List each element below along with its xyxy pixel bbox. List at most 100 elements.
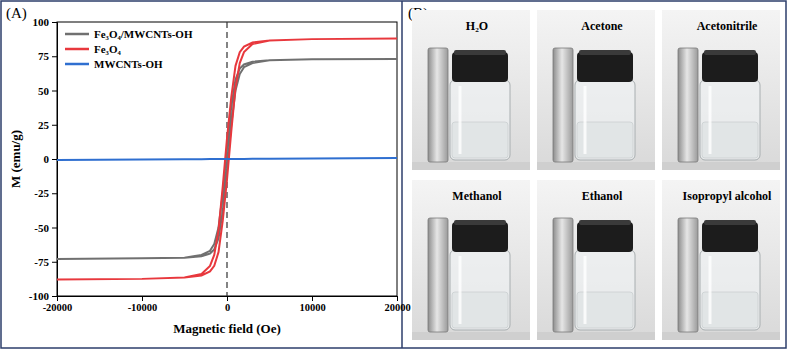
series-line xyxy=(57,158,397,160)
vial-cap-top xyxy=(704,50,756,55)
y-tick-mark xyxy=(52,125,57,126)
y-tick: 50 xyxy=(38,85,57,97)
x-tick-label: 20000 xyxy=(384,302,410,313)
vial xyxy=(575,80,635,160)
photo-background xyxy=(537,10,655,170)
vial-cap xyxy=(702,52,758,82)
y-tick: -50 xyxy=(34,222,57,234)
vial xyxy=(575,250,635,330)
vial-cap-top xyxy=(704,220,756,225)
vial-cap xyxy=(452,52,508,82)
magnet xyxy=(553,48,573,162)
photo-background xyxy=(662,180,780,340)
photo: Acetonitrile xyxy=(662,10,780,170)
x-tick-label: 10000 xyxy=(299,302,325,313)
vial-highlight xyxy=(459,256,462,324)
legend-swatch xyxy=(65,48,89,51)
magnet xyxy=(428,218,448,332)
magnet xyxy=(678,48,698,162)
y-tick-label: -25 xyxy=(34,187,49,199)
x-tick-mark xyxy=(397,296,398,301)
vial-highlight xyxy=(709,256,712,324)
y-tick-mark xyxy=(52,296,57,297)
vial-cap xyxy=(452,222,508,252)
legend-label: MWCNTs-OH xyxy=(94,58,163,70)
y-tick-mark xyxy=(52,91,57,92)
y-tick-label: 50 xyxy=(38,85,50,97)
x-tick-label: -20000 xyxy=(43,302,73,313)
vial xyxy=(450,250,510,330)
y-tick-mark xyxy=(52,228,57,229)
photo-surface xyxy=(412,332,530,340)
x-tick-mark xyxy=(142,296,143,301)
y-tick-label: 0 xyxy=(44,153,50,165)
photo: Ethanol xyxy=(537,180,655,340)
panel-divider xyxy=(401,1,403,348)
vial xyxy=(700,80,760,160)
y-tick: 100 xyxy=(33,16,58,28)
y-tick-mark xyxy=(52,193,57,194)
photo-label: Isopropyl alcohol xyxy=(683,189,772,203)
y-tick-label: -50 xyxy=(34,222,49,234)
photo-surface xyxy=(537,162,655,170)
series-line xyxy=(57,38,397,279)
y-tick-label: 25 xyxy=(38,119,50,131)
x-tick-mark xyxy=(312,296,313,301)
photo: Isopropyl alcohol xyxy=(662,180,780,340)
legend-item: MWCNTs-OH xyxy=(65,58,163,70)
y-tick: 25 xyxy=(38,119,57,131)
vial-highlight xyxy=(584,86,587,154)
photo-surface xyxy=(412,162,530,170)
vial-cap-top xyxy=(579,50,631,55)
photo-background xyxy=(662,10,780,170)
y-tick-label: -75 xyxy=(34,256,49,268)
y-tick: -75 xyxy=(34,256,57,268)
plot-frame xyxy=(57,22,397,296)
vial-cap xyxy=(577,222,633,252)
x-tick: 20000 xyxy=(384,296,410,313)
x-axis-line xyxy=(58,297,398,302)
y-tick: 0 xyxy=(44,153,58,165)
vial-cap xyxy=(702,222,758,252)
vial-highlight xyxy=(584,256,587,324)
y-tick-label: 100 xyxy=(33,16,50,28)
photo-label: H₂O xyxy=(466,19,488,33)
photo-label: Acetonitrile xyxy=(697,19,758,33)
photo-label: Methanol xyxy=(452,189,502,203)
vial-cap xyxy=(577,52,633,82)
x-tick: 0 xyxy=(225,296,230,313)
legend-item: Fe₃O₄ xyxy=(65,43,121,55)
legend-item: Fe₃O₄/MWCNTs-OH xyxy=(65,28,193,40)
x-tick-mark xyxy=(227,296,228,301)
y-tick-mark xyxy=(52,22,57,23)
magnet xyxy=(553,218,573,332)
legend-swatch xyxy=(65,63,89,66)
photo-surface xyxy=(662,162,780,170)
vial-cap-top xyxy=(454,220,506,225)
y-axis: -100-75-50-250255075100 xyxy=(29,16,58,302)
vial xyxy=(450,80,510,160)
y-tick: 75 xyxy=(38,50,57,62)
legend-label: Fe₃O₄ xyxy=(94,43,121,55)
plot-area xyxy=(57,22,397,296)
series-line xyxy=(57,59,397,259)
x-axis: -20000 -10000 0 10000 20000 xyxy=(43,296,411,313)
y-tick-mark xyxy=(52,262,57,263)
magnet xyxy=(428,48,448,162)
legend-swatch xyxy=(65,33,89,36)
panel-title: (A) xyxy=(6,5,27,22)
photo: Methanol xyxy=(412,180,530,340)
photo-surface xyxy=(537,332,655,340)
x-tick: -10000 xyxy=(128,296,158,313)
vial-cap-top xyxy=(454,50,506,55)
photo: Acetone xyxy=(537,10,655,170)
photo-surface xyxy=(662,332,780,340)
y-axis-title: M (emu/g) xyxy=(8,130,23,188)
vial xyxy=(700,250,760,330)
y-tick: -25 xyxy=(34,187,57,199)
photo-background xyxy=(412,180,530,340)
x-tick: 10000 xyxy=(299,296,325,313)
vial-cap-top xyxy=(579,220,631,225)
photo-background xyxy=(537,180,655,340)
y-tick-label: 75 xyxy=(38,50,50,62)
